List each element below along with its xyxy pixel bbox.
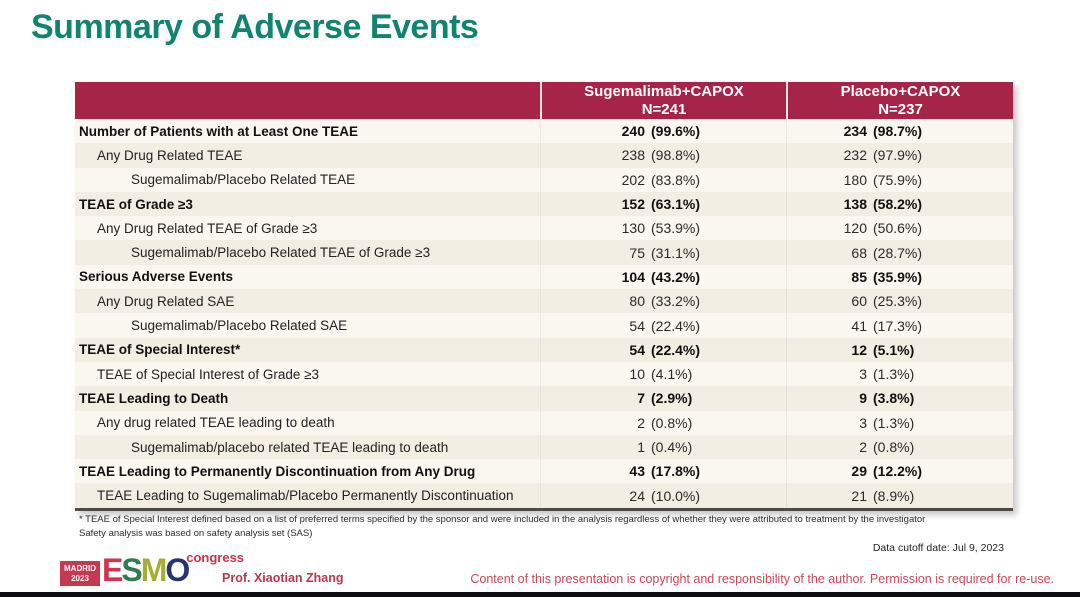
copyright-notice: Content of this presentation is copyrigh…: [470, 572, 1054, 586]
row-label: Any Drug Related TEAE: [97, 147, 243, 163]
sugemalimab-value: 24 (10.0%): [540, 483, 786, 508]
placebo-value: 29 (12.2%): [786, 459, 1013, 484]
footnote-line-2: Safety analysis was based on safety anal…: [79, 528, 313, 540]
column-label: Sugemalimab+CAPOX: [584, 83, 744, 101]
table-row: Sugemalimab/Placebo Related TEAE of Grad…: [75, 240, 1013, 265]
presenter-name: Prof. Xiaotian Zhang: [222, 571, 344, 585]
table-row: TEAE of Grade ≥3 152 (63.1%) 138 (58.2%): [75, 191, 1013, 217]
sugemalimab-value: 1 (0.4%): [540, 434, 786, 460]
placebo-value: 68 (28.7%): [786, 240, 1013, 265]
column-n: N=241: [641, 100, 687, 118]
placebo-value: 3 (1.3%): [786, 361, 1013, 387]
sugemalimab-value: 75 (31.1%): [540, 240, 786, 265]
row-label: Sugemalimab/Placebo Related SAE: [131, 318, 348, 334]
placebo-value: 232 (97.9%): [786, 143, 1013, 168]
row-label: Serious Adverse Events: [79, 269, 234, 285]
table-header-row: Sugemalimab+CAPOX N=241 Placebo+CAPOX N=…: [75, 82, 1013, 119]
row-label: Any Drug Related SAE: [97, 293, 235, 309]
esmo-wordmark: ESMO: [102, 552, 190, 588]
placebo-value: 60 (25.3%): [786, 289, 1013, 314]
table-row: Serious Adverse Events 104 (43.2%) 85 (35.9%…: [75, 264, 1013, 290]
row-label: Any Drug Related TEAE of Grade ≥3: [97, 220, 318, 236]
congress-label: congress: [186, 550, 245, 565]
table-row: Any Drug Related TEAE 238 (98.8%) 232 (97.9%…: [75, 143, 1013, 168]
sugemalimab-value: 54 (22.4%): [540, 337, 786, 362]
table-row: TEAE Leading to Death 7 (2.9%) 9 (3.8%): [75, 386, 1013, 411]
madrid-label: MADRID: [64, 564, 96, 573]
placebo-value: 3 (1.3%): [786, 410, 1013, 435]
table-row: Sugemalimab/placebo related TEAE leading…: [75, 434, 1013, 460]
table-row: Any Drug Related TEAE of Grade ≥3 130 (53.…: [75, 216, 1013, 241]
table-row: TEAE Leading to Permanently Discontinuat…: [75, 459, 1013, 484]
sugemalimab-value: 238 (98.8%): [540, 143, 786, 168]
table-row: Any drug related TEAE leading to death 2(…: [75, 410, 1013, 435]
footnote: * TEAE of Special Interest defined based…: [79, 513, 1009, 542]
row-label: TEAE Leading to Permanently Discontinuat…: [79, 463, 476, 479]
data-cutoff-date: Data cutoff date: Jul 9, 2023: [872, 542, 1004, 554]
header-spacer-cell: [75, 82, 540, 119]
footnote-line-1: * TEAE of Special Interest defined based…: [79, 514, 926, 525]
table-row: Sugemalimab/Placebo Related TEAE 202 (83.8…: [75, 167, 1013, 192]
sugemalimab-value: 2 (0.8%): [540, 410, 786, 435]
sugemalimab-value: 7 (2.9%): [540, 386, 786, 411]
row-label: Sugemalimab/placebo related TEAE leading…: [131, 439, 449, 455]
table-row: Number of Patients with at Least One TEA…: [75, 119, 1013, 144]
sugemalimab-value: 152 (63.1%): [540, 191, 786, 217]
year-label: 2023: [71, 573, 89, 583]
row-label: TEAE of Special Interest*: [79, 342, 241, 358]
placebo-value: 21 (8.9%): [786, 483, 1013, 508]
placebo-value: 138 (58.2%): [786, 191, 1013, 217]
sugemalimab-value: 130 (53.9%): [540, 216, 786, 241]
row-label: Number of Patients with at Least One TEA…: [79, 123, 359, 139]
sugemalimab-value: 43 (17.8%): [540, 459, 786, 484]
placebo-value: 41 (17.3%): [786, 313, 1013, 338]
sugemalimab-value: 202 (83.8%): [540, 167, 786, 192]
page-title: Summary of Adverse Events: [31, 8, 479, 46]
table-row: Sugemalimab/Placebo Related SAE 54 (22.4%)…: [75, 313, 1013, 338]
header-sugemalimab-capox: Sugemalimab+CAPOX N=241: [540, 82, 786, 119]
column-n: N=237: [878, 100, 923, 118]
sugemalimab-value: 80 (33.2%): [540, 289, 786, 314]
row-label: Sugemalimab/Placebo Related TEAE of Grad…: [131, 245, 431, 261]
row-label: TEAE of Grade ≥3: [79, 196, 193, 212]
table-row: TEAE of Special Interest* 54 (22.4%) 12 (5.1…: [75, 337, 1013, 362]
table-body: Number of Patients with at Least One TEA…: [75, 119, 1013, 511]
madrid-2023-badge: MADRID 2023: [60, 561, 100, 587]
sugemalimab-value: 10 (4.1%): [540, 361, 786, 387]
table-row: TEAE of Special Interest of Grade ≥3 10 (4…: [75, 361, 1013, 387]
bottom-edge-bar: [0, 592, 1080, 597]
placebo-value: 12 (5.1%): [786, 337, 1013, 362]
placebo-value: 85 (35.9%): [786, 264, 1013, 290]
column-label: Placebo+CAPOX: [840, 83, 961, 101]
sugemalimab-value: 240 (99.6%): [540, 119, 786, 144]
placebo-value: 234 (98.7%): [786, 119, 1013, 144]
placebo-value: 9 (3.8%): [786, 386, 1013, 411]
row-label: TEAE Leading to Sugemalimab/Placebo Perm…: [97, 488, 514, 504]
header-placebo-capox: Placebo+CAPOX N=237: [786, 82, 1013, 119]
placebo-value: 180 (75.9%): [786, 167, 1013, 192]
sugemalimab-value: 54 (22.4%): [540, 313, 786, 338]
row-label: TEAE Leading to Death: [79, 390, 229, 406]
adverse-events-table: Sugemalimab+CAPOX N=241 Placebo+CAPOX N=…: [75, 82, 1013, 511]
placebo-value: 2 (0.8%): [786, 434, 1013, 460]
table-row: TEAE Leading to Sugemalimab/Placebo Perm…: [75, 483, 1013, 508]
esmo-congress-logo: MADRID 2023 ESMO congress: [60, 550, 245, 588]
placebo-value: 120 (50.6%): [786, 216, 1013, 241]
sugemalimab-value: 104 (43.2%): [540, 264, 786, 290]
row-label: TEAE of Special Interest of Grade ≥3: [97, 366, 320, 382]
table-row: Any Drug Related SAE 80 (33.2%) 60 (25.3%): [75, 289, 1013, 314]
row-label: Sugemalimab/Placebo Related TEAE: [131, 172, 356, 188]
row-label: Any drug related TEAE leading to death: [97, 415, 335, 431]
